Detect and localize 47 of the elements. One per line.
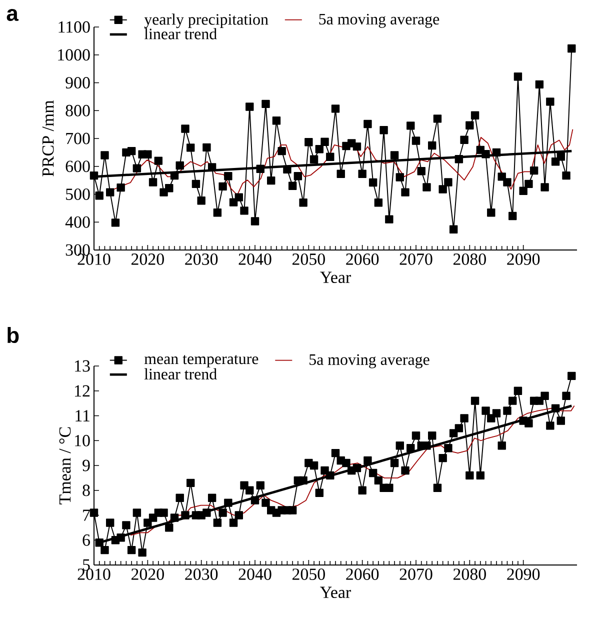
y-tick-label: 10 <box>75 434 90 446</box>
x-tick-label: 2030 <box>185 254 218 265</box>
x-tick-label: 2070 <box>400 254 432 265</box>
y-tick-label: 7 <box>83 510 90 521</box>
legend-label: linear trend <box>144 28 217 40</box>
y-axis-title: Tmean / °C <box>59 427 71 504</box>
y-tick-label: 1100 <box>58 21 90 33</box>
y-tick-label: 800 <box>66 104 90 116</box>
x-tick-label: 2030 <box>185 568 218 580</box>
x-tick-label: 2090 <box>507 568 540 580</box>
x-tick-label: 2070 <box>400 568 432 580</box>
y-tick-label: 400 <box>65 216 90 228</box>
legend-label: 5a moving average <box>310 354 430 368</box>
y-tick-label: 500 <box>66 188 90 200</box>
x-tick-label: 2040 <box>238 254 272 265</box>
y-tick-label: 300 <box>66 244 90 256</box>
x-tick-label: 2060 <box>346 568 379 580</box>
x-tick-label: 2010 <box>78 568 110 580</box>
chart-title: a <box>6 8 19 21</box>
x-tick-label: 2080 <box>453 568 486 580</box>
chart-title: b <box>8 326 19 344</box>
legend-label: linear trend <box>144 368 217 380</box>
y-tick-label: 900 <box>66 77 90 88</box>
y-tick-label: 6 <box>82 534 90 546</box>
y-tick-label: 11 <box>76 410 90 422</box>
y-tick-label: 12 <box>75 385 90 396</box>
legend-label: yearly precipitation <box>144 14 268 28</box>
y-tick-label: 9 <box>82 460 90 472</box>
x-tick-label: 2040 <box>238 568 272 580</box>
x-tick-label: 2010 <box>78 254 110 265</box>
y-axis-title: PRCP /mm <box>42 100 54 176</box>
x-axis-title: Year <box>320 586 351 598</box>
x-tick-label: 2060 <box>346 254 379 265</box>
x-tick-label: 2020 <box>131 568 164 580</box>
x-tick-label: 2050 <box>292 254 325 265</box>
x-tick-label: 2020 <box>131 254 164 265</box>
legend-label: 5a moving average <box>319 14 440 28</box>
x-tick-label: 2050 <box>292 568 325 580</box>
legend-label: mean temperature <box>144 355 258 368</box>
y-tick-label: 600 <box>66 160 90 172</box>
y-tick-label: 8 <box>82 484 90 496</box>
x-axis-title: Year <box>320 272 351 284</box>
y-tick-label: 13 <box>75 360 90 372</box>
x-tick-label: 2090 <box>507 254 540 265</box>
y-tick-label: 700 <box>66 132 90 144</box>
x-tick-label: 2080 <box>453 254 486 265</box>
y-tick-label: 1000 <box>58 49 90 61</box>
